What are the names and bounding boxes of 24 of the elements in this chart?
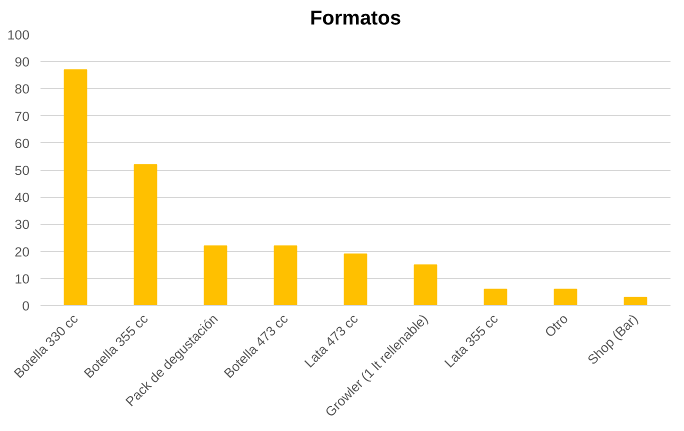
y-tick-label: 80 <box>14 82 30 97</box>
bar <box>274 245 298 306</box>
y-tick-label: 70 <box>14 108 30 124</box>
bar <box>64 69 88 306</box>
bar <box>554 288 578 306</box>
y-tick-label: 60 <box>14 136 30 151</box>
x-tick-label: Lata 355 cc <box>441 310 502 371</box>
x-tick-label: Lata 473 cc <box>301 310 362 371</box>
bar <box>624 296 648 306</box>
bar <box>344 254 368 306</box>
x-tick-label: Otro <box>542 311 571 340</box>
bar <box>204 245 228 306</box>
y-tick-label: 0 <box>22 298 30 314</box>
bar <box>134 164 158 306</box>
y-tick-label: 30 <box>14 217 30 232</box>
y-tick-label: 90 <box>14 54 30 70</box>
bar <box>484 288 508 306</box>
y-tick-label: 100 <box>7 28 30 42</box>
chart-title: Formatos <box>310 8 402 30</box>
y-tick-label: 20 <box>14 244 30 260</box>
y-tick-label: 40 <box>14 190 30 206</box>
y-tick-label: 50 <box>14 163 30 178</box>
bar <box>414 264 438 306</box>
y-tick-label: 10 <box>14 271 30 286</box>
